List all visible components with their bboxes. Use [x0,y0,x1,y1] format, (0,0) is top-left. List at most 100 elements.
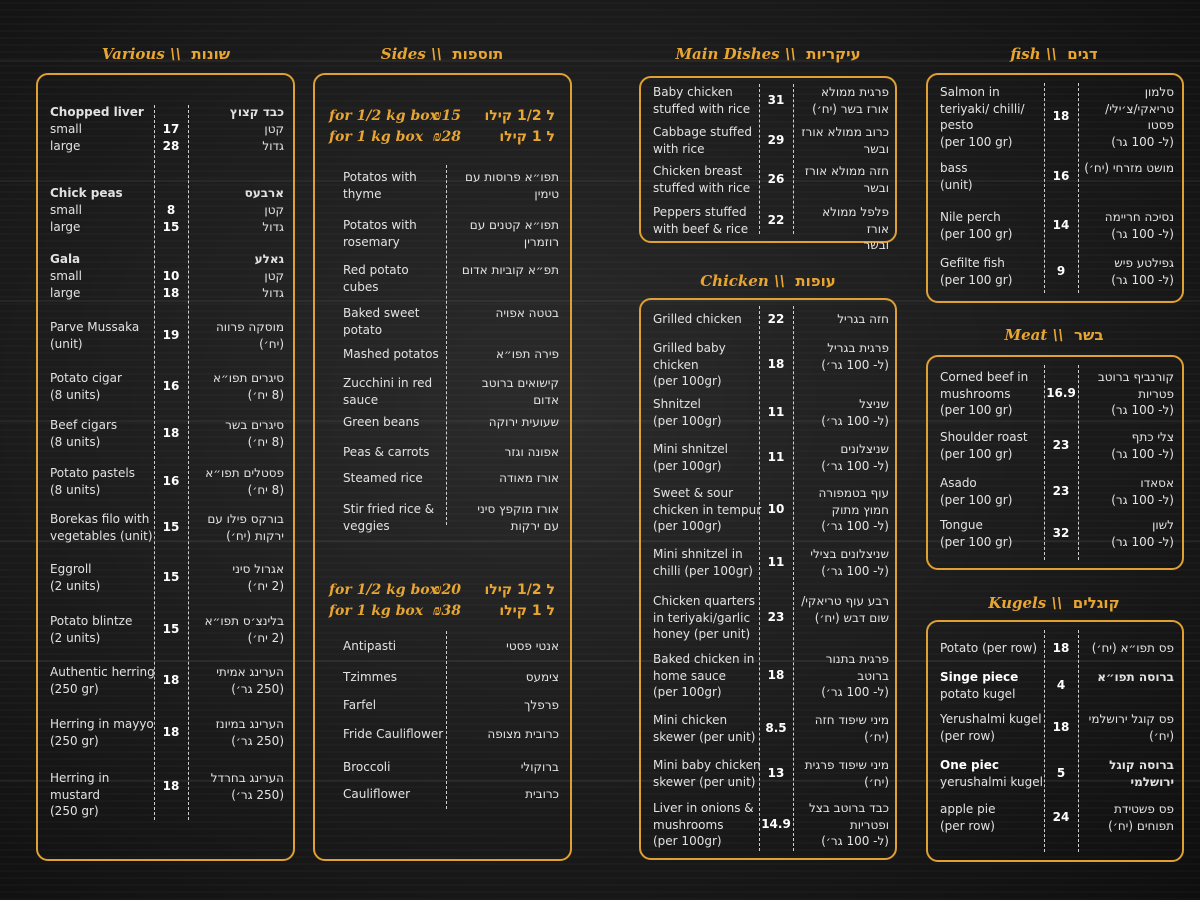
item-name-he: מוסקה פרווה (יח׳) [215,320,284,351]
item-name-he: סיגרים בשר (8 יח׳) [225,418,284,449]
item-price: 11 [767,555,785,569]
item-name-he: קטן [264,122,284,136]
item-name-en: large [50,286,81,300]
fish-title-he: דגים [1067,45,1098,63]
item-price: 11 [767,405,785,419]
item-name-en: Potatos with rosemary [343,218,417,249]
fish-title-en: fish \\ [1010,45,1057,63]
item-name-en: Sweet & sour chicken in tempur (per 100g… [653,486,762,533]
chicken-panel: Grilled chicken חזה בגריל 22 Grilled baby c… [639,298,897,860]
item-name-en: Chicken breast stuffed with rice [653,164,751,195]
item-name-he: שניצל (ל- 100 גר׳) [821,397,889,428]
fish-divider-right [1078,83,1079,293]
item-name-en: Asado (per 100 gr) [940,476,1013,507]
item-name-he: גאלע [254,252,284,266]
item-price: 16 [162,379,180,393]
box-size-he: ל 1 קילו [499,603,555,619]
item-name-en: Mashed potatos [343,347,439,361]
item-name-he: עוף בטמפורה חמוץ מתוק (ל- 100 גר׳) [818,486,889,533]
various-divider-right [188,105,189,820]
main-divider-right [793,84,794,234]
item-name-he: כרובית מצופה [487,727,559,741]
box-size-price-value: ₪20 [433,582,461,598]
item-price: 29 [767,133,785,147]
item-name-he: קטן [264,203,284,217]
item-price: 32 [1052,526,1070,540]
item-name-en: Shoulder roast (per 100 gr) [940,430,1028,461]
item-name-en: Baked chicken in home sauce (per 100gr) [653,652,755,699]
item-name-en: Potato blintze (2 units) [50,614,133,645]
item-name-en: Baby chicken stuffed with rice [653,85,751,116]
item-name-he: צלי כתף (ל- 100 גר) [1111,430,1174,461]
item-price: 18 [162,286,180,300]
item-price: 16 [1052,169,1070,183]
item-name-en: Herring in mayyo (250 gr) [50,717,154,748]
item-price: 15 [162,220,180,234]
item-price: 18 [767,668,785,682]
main-title: Main Dishes \\ עיקריות [640,45,896,63]
item-name-en: Mini baby chicken skewer (per unit) [653,758,761,789]
item-name-en: Parve Mussaka (unit) [50,320,140,351]
item-name-en: Cabbage stuffed with rice [653,125,752,156]
item-name-he: תפו״א קטנים עם רוזמרין [469,218,559,249]
item-name-en: Mini chicken skewer (per unit) [653,713,756,744]
various-title-en: Various \\ [101,45,181,63]
item-name-he: גדול [262,286,284,300]
item-name-en: Fride Cauliflower [343,727,444,741]
item-price: 23 [1052,484,1070,498]
item-name-he: כבד קצוץ [229,105,284,119]
various-title-he: שונות [191,45,231,63]
item-name-he: כרוב ממולא אורז ובשר [801,125,889,156]
kugels-title-he: קוגלים [1072,594,1120,612]
item-price: 18 [162,725,180,739]
item-name-he: סיגרים תפו״א (8 יח׳) [212,371,284,402]
item-price: 9 [1056,264,1066,278]
item-name-he: צימעס [525,670,559,684]
item-price: 8 [166,203,176,217]
item-name-he: כבד ברוטב בצל ופטריות (ל- 100 גר׳) [808,801,889,848]
item-name-en: Shnitzel (per 100gr) [653,397,722,428]
item-name-en: Potato pastels (8 units) [50,466,135,497]
main-title-en: Main Dishes \\ [675,45,796,63]
item-price: 23 [767,610,785,624]
main-title-he: עיקריות [806,45,861,63]
item-name-en: apple pie (per row) [940,802,996,833]
item-price: 8.5 [765,721,787,735]
item-name-en: Tongue (per 100 gr) [940,518,1013,549]
item-price: 15 [162,570,180,584]
item-name-en: small [50,203,82,217]
item-name-he: הערינג בחרדל (250 גר׳) [210,771,284,802]
item-name-he: אורז מאודה [499,471,559,485]
item-name-en: Corned beef in mushrooms (per 100 gr) [940,370,1029,417]
item-name-he: בורקס פילו עם ירקות (יח׳) [207,512,284,543]
item-price: 15 [162,622,180,636]
item-name-he: הערינג אמיתי (250 גר׳) [216,665,284,696]
item-name-he: פרפלך [523,698,559,712]
item-name-he: סלמון טריאקי/צ׳ילי/ פסטו (ל- 100 גר) [1105,85,1174,149]
item-price: 11 [767,450,785,464]
item-name-en: small [50,269,82,283]
item-name-en: Grilled baby chicken (per 100gr) [653,341,726,388]
item-name-he: אסאדו (ל- 100 גר) [1111,476,1174,507]
fish-panel: Salmon in teriyaki/ chilli/ pesto (per 1… [926,73,1184,303]
item-name-he: פרגית בתנור ברוטב (ל- 100 גר׳) [821,652,889,699]
item-name-en: Gefilte fish (per 100 gr) [940,256,1013,287]
item-price: 18 [162,779,180,793]
item-name-en: Antipasti [343,639,397,653]
item-name-he: ברוקולי [520,760,559,774]
item-price: 28 [162,139,180,153]
item-price: 23 [1052,438,1070,452]
box-size-en: for 1/2 kg box [329,108,438,124]
item-name-en: Chicken quarters in teriyaki/garlic hone… [653,594,756,641]
item-name-he: לשון (ל- 100 גר) [1111,518,1174,549]
item-name-he: קורנביף ברוטב פטריות (ל- 100 גר) [1097,370,1174,417]
item-name-he: קישואים ברוטב אדום [481,376,559,407]
box-size-he: ל 1/2 קילו [484,582,555,598]
item-name-he: מיני שיפוד פרגית (יח׳) [804,758,889,789]
item-name-en: Herring in mustard (250 gr) [50,771,110,818]
box-size-he: ל 1/2 קילו [484,108,555,124]
various-title: Various \\ שונות [38,45,294,63]
item-name-he: מושט מזרחי (יח׳) [1084,161,1174,175]
item-name-he: גדול [262,139,284,153]
item-name-he: שניצלונים בצילי (ל- 100 גר׳) [810,547,889,578]
